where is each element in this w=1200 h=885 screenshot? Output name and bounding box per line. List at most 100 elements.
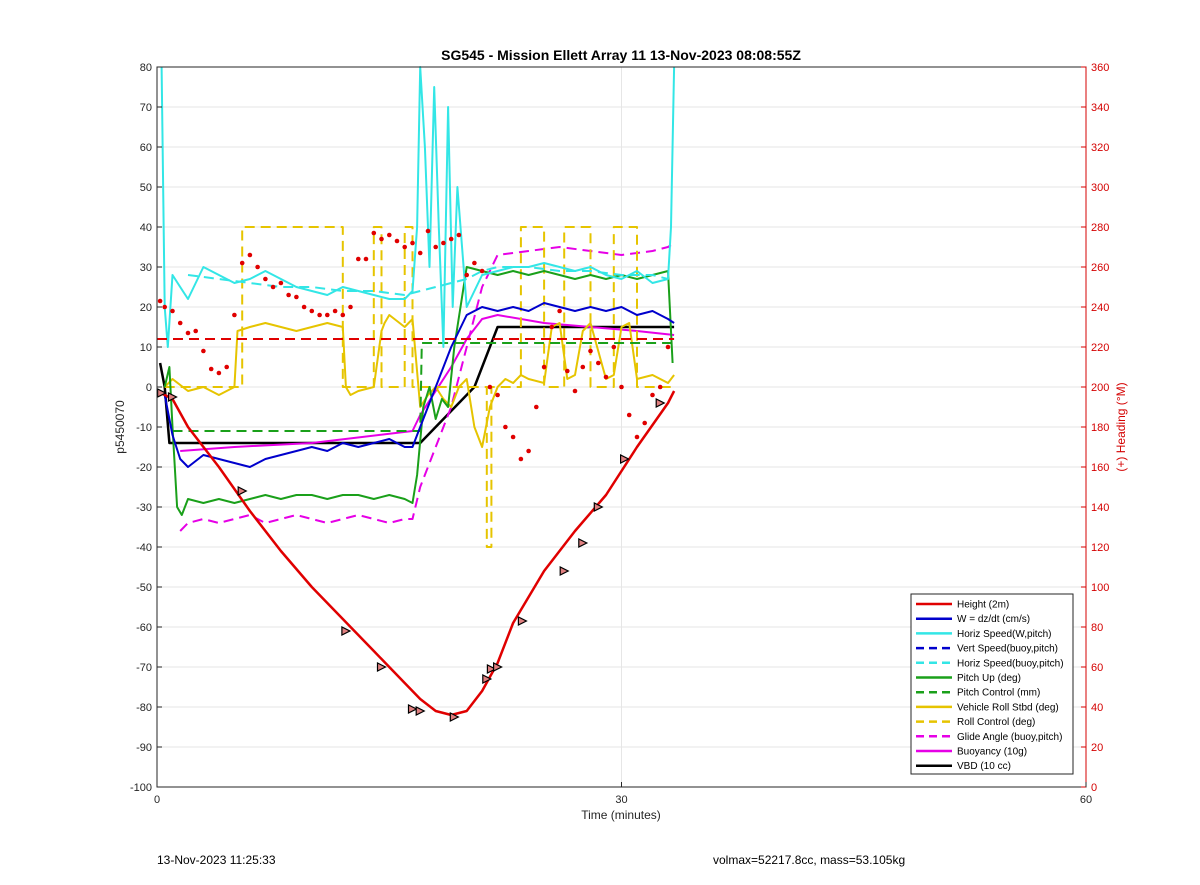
heading-point: [232, 312, 237, 318]
heading-point: [433, 244, 439, 250]
y2-tick-label: 180: [1091, 422, 1109, 434]
dive-marker: [486, 664, 497, 674]
heading-point: [255, 264, 260, 270]
dive-marker: [482, 674, 493, 684]
dive-marker: [578, 538, 589, 548]
dive-marker: [655, 398, 666, 408]
y2-tick-label: 340: [1091, 102, 1109, 114]
y-tick-label: 20: [140, 302, 152, 314]
heading-point: [371, 230, 377, 236]
legend: Height (2m) W = dz/dt (cm/s) Horiz Speed(W…: [910, 593, 1074, 775]
heading-point: [425, 228, 431, 234]
y2-tick-label: 260: [1091, 262, 1109, 274]
legend-label-glide-angle-buoy-pitch: Glide Angle (buoy,pitch): [957, 732, 1062, 743]
y2-tick-label: 280: [1091, 222, 1109, 234]
legend-label-roll-control-deg: Roll Control (deg): [957, 717, 1035, 728]
heading-point: [417, 250, 423, 256]
legend-label-horiz-speed-w-pitch: Horiz Speed(W,pitch): [957, 629, 1051, 640]
legend-label-vehicle-roll-stbd-deg: Vehicle Roll Stbd (deg): [957, 702, 1059, 713]
y2-tick-label: 0: [1091, 782, 1097, 794]
legend-label-height-2m: Height (2m): [957, 600, 1009, 611]
y2-tick-label: 140: [1091, 502, 1109, 514]
heading-point: [611, 344, 617, 350]
heading-point: [162, 304, 167, 310]
heading-point: [177, 320, 183, 326]
x-tick-label: 0: [154, 794, 160, 806]
dive-marker: [517, 616, 528, 626]
y2-tick-label: 100: [1091, 582, 1109, 594]
heading-point: [278, 280, 284, 286]
dive-marker: [559, 566, 570, 576]
heading-point: [247, 252, 253, 258]
y-tick-label: 50: [140, 182, 152, 194]
heading-point: [495, 392, 500, 398]
y-tick-label: 60: [140, 142, 152, 154]
heading-point: [510, 434, 516, 440]
y2-axis-label: (+) Heading (°M): [1114, 382, 1128, 471]
series-line-glide-angle-buoy-pitch: [179, 242, 675, 532]
y-tick-label: 70: [140, 102, 152, 114]
y2-tick-label: 360: [1091, 62, 1109, 74]
y-left-axis: -100-90-80-70-60-50-40-30-20-10010203040…: [130, 62, 162, 794]
y2-tick-label: 320: [1091, 142, 1109, 154]
y2-tick-label: 40: [1091, 702, 1103, 714]
footer-timestamp: 13-Nov-2023 11:25:33: [157, 853, 276, 867]
heading-point: [557, 308, 562, 314]
y-tick-label: -30: [136, 502, 152, 514]
y-tick-label: -20: [136, 462, 152, 474]
x-tick-label: 30: [615, 794, 627, 806]
dive-marker: [376, 662, 387, 672]
y-tick-label: -90: [136, 742, 152, 754]
legend-label-buoyancy-10g: Buoyancy (10g): [957, 747, 1027, 758]
footer-vol-mass: volmax=52217.8cc, mass=53.105kg: [713, 853, 906, 867]
y2-tick-label: 160: [1091, 462, 1109, 474]
heading-point: [534, 404, 539, 410]
x-axis: 0 30 60: [154, 782, 1092, 806]
legend-label-horiz-speed-buoy-pitch: Horiz Speed(buoy,pitch): [957, 658, 1064, 669]
y-tick-label: -50: [136, 582, 152, 594]
marker-layer: [157, 388, 666, 722]
chart-title: SG545 - Mission Ellett Array 11 13-Nov-2…: [441, 47, 801, 63]
series-line-horiz-speed-w-pitch: [160, 66, 676, 348]
heading-point: [456, 232, 462, 238]
series-line-roll-control-deg: [164, 226, 675, 548]
heading-point: [596, 360, 601, 366]
series-line-pitch-up-deg: [163, 266, 674, 516]
heading-point: [294, 294, 299, 300]
heading-point: [626, 412, 632, 418]
heading-point: [394, 238, 400, 244]
y-tick-label: 80: [140, 62, 152, 74]
heading-point: [201, 348, 206, 354]
y2-tick-label: 60: [1091, 662, 1103, 674]
heading-point: [572, 388, 578, 394]
heading-point: [317, 312, 322, 318]
dive-marker: [407, 704, 418, 714]
heading-point: [224, 364, 229, 370]
dive-marker: [619, 454, 630, 464]
y2-tick-label: 120: [1091, 542, 1109, 554]
dive-marker: [449, 712, 460, 722]
heading-point: [588, 348, 593, 354]
heading-point: [650, 392, 655, 398]
heading-point: [487, 384, 493, 390]
y-tick-label: -10: [136, 422, 152, 434]
heading-point: [170, 308, 175, 314]
y-tick-label: -70: [136, 662, 152, 674]
heading-point: [410, 240, 415, 246]
series-line-pitch-control-mm: [172, 342, 675, 432]
dive-marker: [415, 706, 426, 716]
y-tick-label: -60: [136, 622, 152, 634]
series-line-buoyancy-10g: [180, 314, 675, 452]
heading-point: [185, 330, 191, 336]
dive-marker: [157, 388, 167, 398]
heading-point: [603, 374, 609, 380]
heading-point: [479, 268, 485, 274]
y-tick-label: 30: [140, 262, 152, 274]
heading-point: [402, 244, 408, 250]
y-tick-label: -80: [136, 702, 152, 714]
heading-point: [340, 312, 346, 318]
heading-point: [301, 304, 307, 310]
legend-label-vert-speed-buoy-pitch: Vert Speed(buoy,pitch): [957, 644, 1058, 655]
heading-point: [526, 448, 531, 454]
y-axis-label: p5450070: [113, 400, 127, 454]
